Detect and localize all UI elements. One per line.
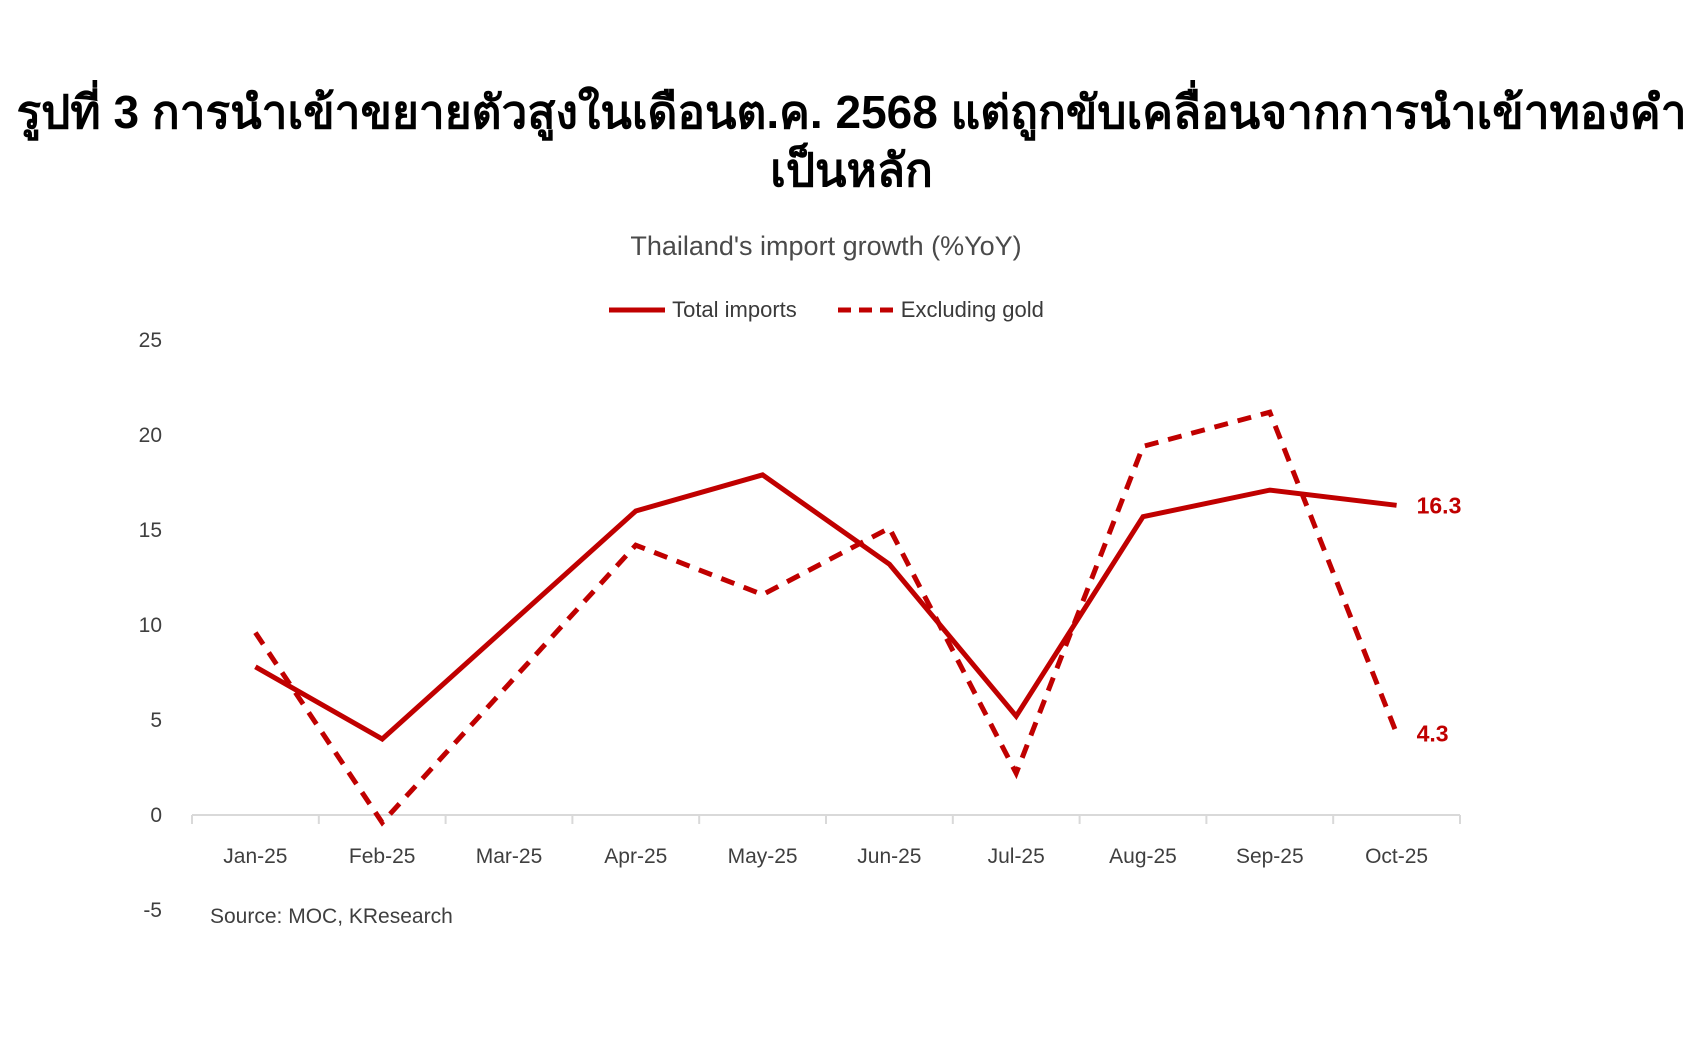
x-axis-label: Feb-25 bbox=[349, 845, 416, 868]
y-axis-label: 20 bbox=[139, 424, 162, 447]
y-axis-label: 15 bbox=[139, 519, 162, 542]
series-end-value-label: 4.3 bbox=[1417, 720, 1449, 746]
x-axis-label: Oct-25 bbox=[1365, 845, 1428, 868]
legend-item-total-imports: Total imports bbox=[608, 297, 797, 323]
solid-line-swatch bbox=[609, 307, 666, 313]
y-axis-label: -5 bbox=[143, 899, 162, 922]
series-line-dashed bbox=[253, 409, 1399, 827]
x-axis-label: Jan-25 bbox=[223, 845, 287, 868]
legend-label-excluding-gold: Excluding gold bbox=[900, 297, 1044, 322]
figure-title: รูปที่ 3 การนำเข้าขยายตัวสูงในเดือนต.ค. … bbox=[16, 86, 1687, 196]
source-note: Source: MOC, KResearch bbox=[210, 905, 453, 928]
y-axis-label: 5 bbox=[150, 709, 162, 732]
x-axis-label: Jul-25 bbox=[988, 845, 1045, 868]
x-axis-label: May-25 bbox=[728, 845, 798, 868]
x-axis-label: Jun-25 bbox=[857, 845, 921, 868]
series-line-solid bbox=[254, 472, 1397, 743]
dashed-line-swatch bbox=[837, 307, 894, 313]
chart-title: Thailand's import growth (%YoY) bbox=[630, 231, 1022, 261]
y-axis-label: 0 bbox=[150, 804, 162, 827]
legend-item-excluding-gold: Excluding gold bbox=[837, 297, 1044, 323]
y-axis-label: 25 bbox=[139, 329, 162, 352]
legend-label-total-imports: Total imports bbox=[672, 297, 797, 322]
x-axis-label: Apr-25 bbox=[604, 845, 667, 868]
y-axis-label: 10 bbox=[139, 614, 162, 637]
series-end-value-label: 16.3 bbox=[1417, 492, 1462, 518]
legend: Total imports Excluding gold bbox=[192, 297, 1460, 323]
x-axis-label: Aug-25 bbox=[1109, 845, 1177, 868]
x-axis-label: Sep-25 bbox=[1236, 845, 1304, 868]
x-axis-label: Mar-25 bbox=[476, 845, 543, 868]
